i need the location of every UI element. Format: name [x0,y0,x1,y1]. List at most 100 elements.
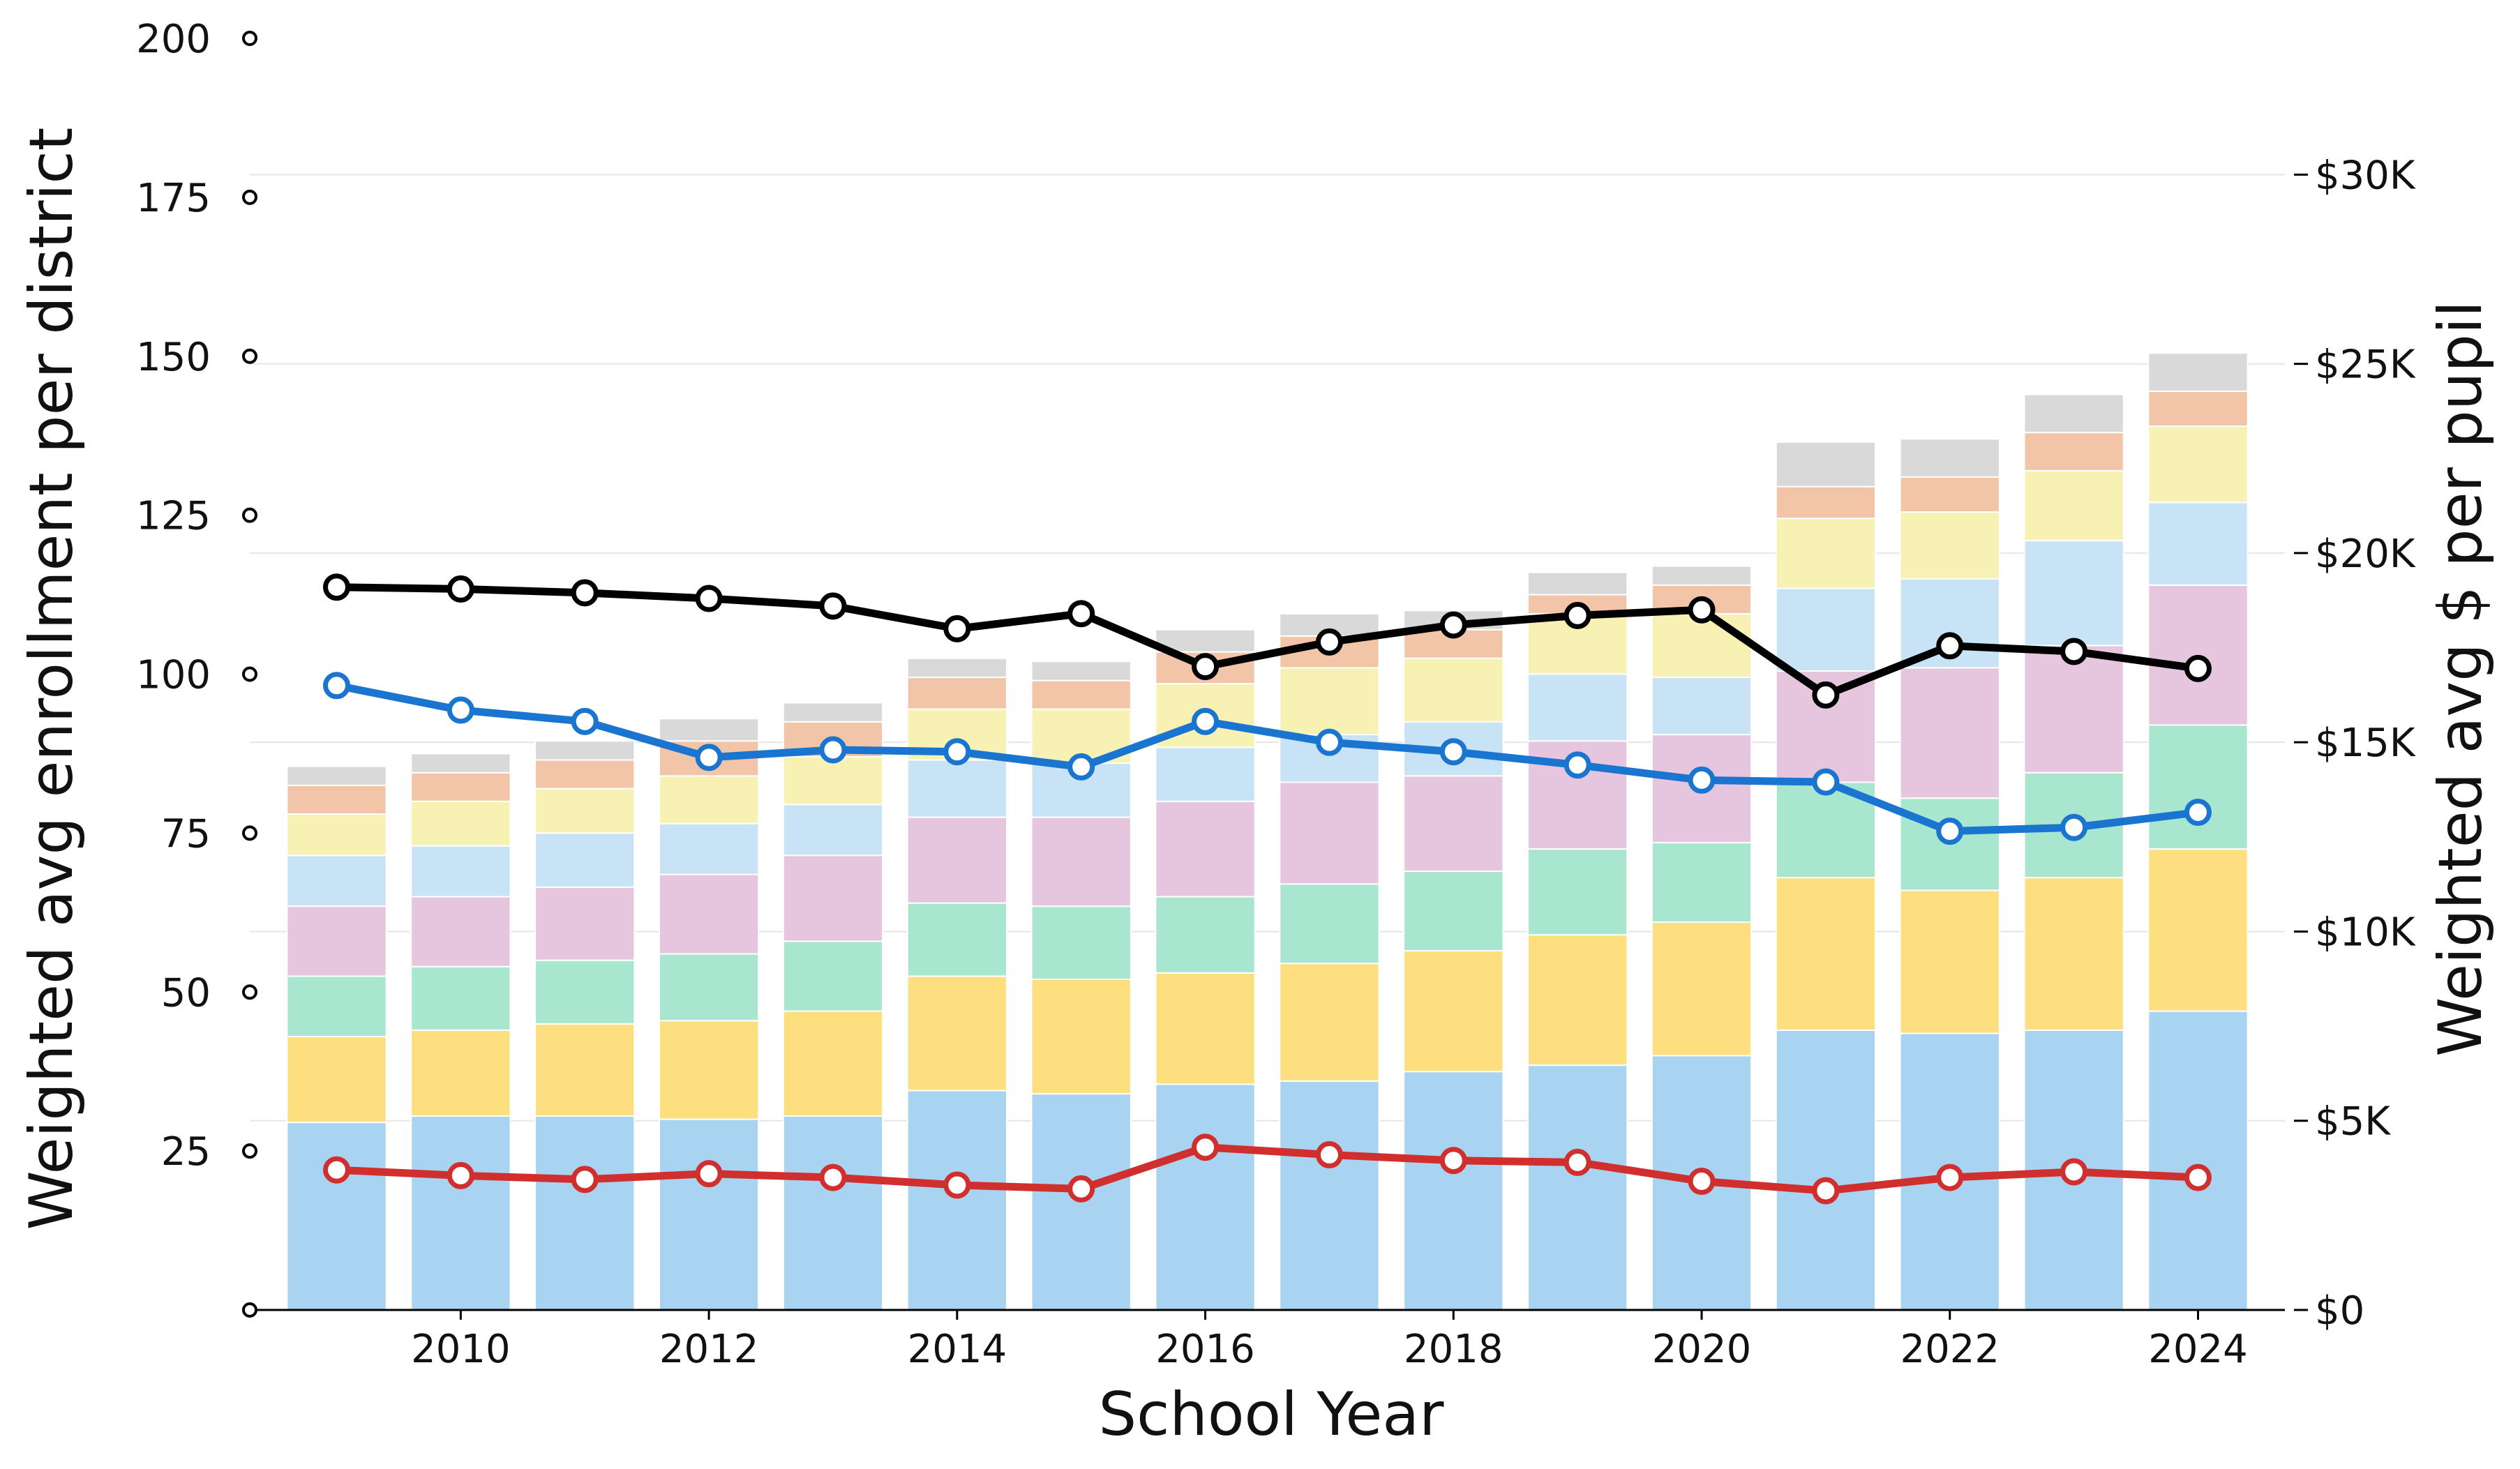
bar-segment [782,1115,884,1311]
data-point [1439,738,1467,766]
bar-segment [1527,673,1628,742]
bar-segment [2023,393,2124,434]
bar-segment [2147,390,2249,428]
y-tick-label-left: 150 [136,335,211,380]
y-tick-marker-left [242,1302,257,1318]
bar-segment [1651,921,1753,1057]
x-tick-label: 2024 [2148,1327,2248,1372]
data-point [1936,632,1964,660]
axes: 2010 2012 2014 2016 2018 2020 2022 2024 25 50 75 10… [136,17,2416,1372]
bar-segment [1030,979,1132,1095]
bar-segment [534,788,636,834]
data-point [1192,707,1220,735]
bar-segment [2147,425,2249,504]
data-point [323,672,351,700]
bar-segment [1403,1071,1504,1311]
bar-segment [410,1029,511,1117]
bar-segment [410,800,511,847]
bar-segment [782,702,884,723]
y-tick-marker-left [242,825,257,841]
bar-segment [286,905,387,977]
y-tick-label-left: 125 [136,494,211,539]
data-point [2184,799,2212,827]
data-point [1315,628,1343,656]
data-point [1563,751,1591,779]
y-tick-label-left: 100 [136,653,211,698]
bar-segment [2147,1010,2249,1311]
bar-segment [286,1122,387,1311]
bar-segment [1775,587,1877,672]
bar-segment [1030,661,1132,681]
bar-segment [1899,667,2000,799]
bar-segment [286,854,387,907]
bar-segment [1527,571,1628,596]
data-point [1688,596,1716,624]
x-tick-label: 2018 [1404,1327,1503,1372]
x-axis-title: School Year [1099,1380,1445,1449]
bar-segment [534,886,636,961]
bar-segment [1899,889,2000,1034]
data-point [2184,654,2212,682]
x-tick-label: 2012 [659,1327,759,1372]
data-point [1563,1148,1591,1176]
bar-segment [1775,441,1877,488]
bar-segment [2023,540,2124,647]
bar-segment [534,959,636,1025]
y-tick-label-left: 175 [136,176,211,221]
series-line [333,583,2202,699]
bar-segment [410,896,511,967]
data-point [1688,1168,1716,1196]
bar-segment [286,785,387,815]
bar-segment [1899,476,2000,513]
bar-segment [1651,677,1753,736]
bar-segment [782,1010,884,1117]
bar-segment [410,771,511,802]
line-series [323,573,2212,1205]
data-point [2060,813,2088,841]
bar-segment [782,804,884,857]
bar-segment [2023,645,2124,774]
bar-segment [906,677,1007,710]
bar-segment [906,759,1007,818]
y-tick-marker-left [242,348,257,364]
bar-segment [906,902,1007,977]
data-point [819,736,847,764]
x-tick-label: 2010 [411,1327,511,1372]
bar-segment [1155,1083,1256,1311]
x-tick-label: 2014 [908,1327,1007,1372]
data-point [1812,768,1840,796]
x-tick-label: 2016 [1155,1327,1255,1372]
data-point [571,579,599,607]
data-point [1315,728,1343,756]
bar-segment [1155,896,1256,974]
bar-segment [1527,848,1628,936]
bar-segment [1899,511,2000,580]
bar-segment [1527,934,1628,1067]
data-point [1439,1147,1467,1175]
data-point [1192,653,1220,681]
bar-segment [1279,667,1380,736]
y-tick-label-right: $20K [2315,532,2416,577]
data-point [1563,601,1591,629]
y-tick-label-left: 75 [161,811,211,857]
data-point [323,1156,351,1184]
data-point [571,707,599,735]
data-point [323,573,351,601]
bar-segment [2147,848,2249,1012]
bar-segment [410,753,511,774]
bar-segment [1775,485,1877,520]
bar-segment [658,718,760,742]
x-tick-label: 2020 [1652,1327,1752,1372]
data-point [1067,753,1095,781]
bar-segment [1279,963,1380,1082]
bar-segment [286,975,387,1038]
bar-segment [1279,1080,1380,1311]
bar-segment [1651,842,1753,923]
bar-segment [1403,657,1504,723]
bar-segment [1030,905,1132,981]
data-point [1936,818,1964,845]
bar-segment [658,1118,760,1311]
bar-segment [1279,883,1380,965]
y-tick-label-right: $15K [2315,721,2416,766]
